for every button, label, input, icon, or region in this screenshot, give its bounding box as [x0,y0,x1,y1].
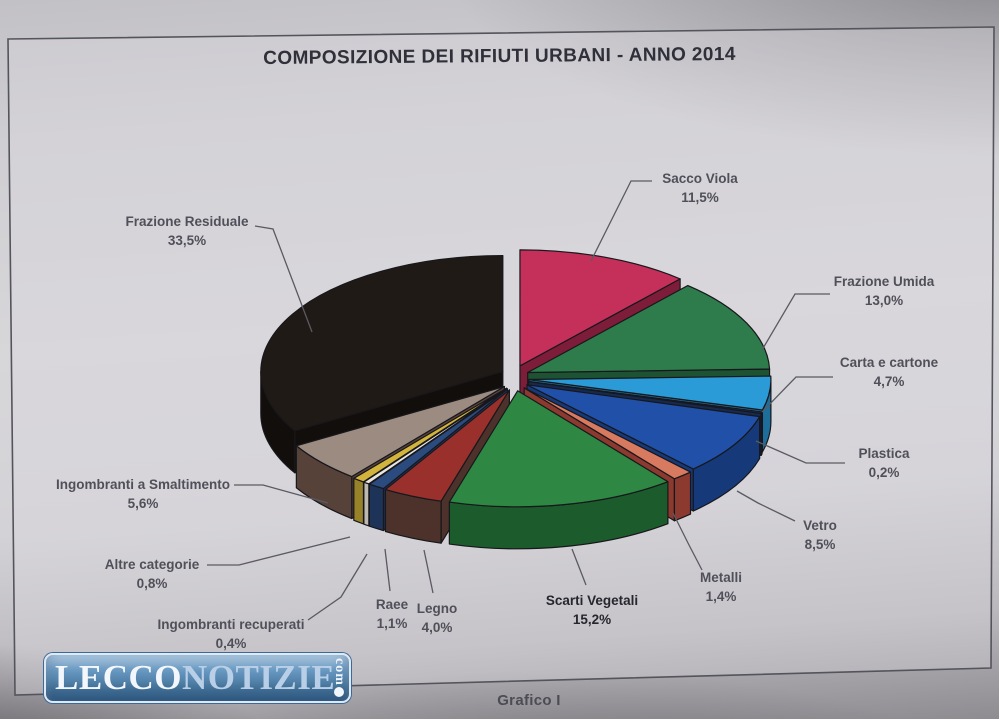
leader-line-ingombranti-recuperati [307,553,368,621]
watermark-com-label: com [332,658,347,686]
slice-label-name: Carta e cartone [839,355,939,370]
slice-label-value: 11,5% [681,190,719,205]
slice-label-value: 1,1% [376,616,408,631]
pie-slice-ingombranti-a-smaltimento [295,385,506,478]
slice-label-frazione-residuale: Frazione Residuale 33,5% [125,212,248,250]
pie-slice-frazione-residuale [260,254,504,432]
leader-line-plastica [755,440,845,464]
watermark-text: LECCONOTIZIE [55,656,335,700]
watermark-dot-icon [334,687,344,697]
leader-line-raee [384,548,391,592]
slice-label-name: Frazione Residuale [125,214,249,229]
slice-label-value: 4,7% [873,374,905,389]
slice-label-altre-categorie: Altre categorie 0,8% [105,555,200,593]
slice-label-value: 5,6% [127,496,159,511]
leader-line-metalli [672,512,703,571]
pie-slice-metalli [523,387,692,480]
slice-label-plastica: Plastica 0,2% [858,444,909,482]
leader-line-altre-categorie [207,536,351,566]
slice-label-name: Altre categorie [104,557,200,572]
slice-label-ingombranti-recuperati: Ingombranti recuperati 0,4% [157,615,304,653]
slice-label-name: Legno [416,601,458,616]
leader-line-sacco-viola [590,180,652,262]
pie-slice-vetro [526,384,761,470]
pie-slice-carta-e-cartone [528,375,772,411]
slice-label-frazione-umida: Frazione Umida 13,0% [834,272,935,310]
slice-label-name: Plastica [858,446,910,461]
leader-line-scarti-vegetali [571,548,587,586]
slice-label-scarti-vegetali: Scarti Vegetali 15,2% [546,591,638,629]
pie-slice-side-metalli [673,471,692,522]
slice-label-value: 0,4% [215,636,247,651]
leader-line-frazione-umida [761,293,830,351]
pie-slice-side-raee [368,483,385,532]
slice-label-name: Ingombranti recuperati [157,617,305,632]
leader-line-legno [423,549,434,594]
watermark-text-lecco: LECCO [55,658,182,697]
slice-label-sacco-viola: Sacco Viola 11,5% [662,169,738,207]
slice-label-vetro: Vetro 8,5% [803,516,837,554]
slice-label-name: Ingombranti a Smaltimento [55,477,231,492]
pie-slice-frazione-umida [527,284,771,374]
slice-label-name: Raee [375,597,409,612]
slice-label-value: 4,0% [421,620,453,635]
pie-slice-ingombranti-recuperati [363,387,508,485]
leader-line-carta-e-cartone [761,376,833,413]
pie-slice-scarti-vegetali [448,390,669,508]
pie-slice-side-altre-categorie [353,477,365,525]
slice-label-value: 13,0% [864,293,904,308]
slice-label-value: 15,2% [572,612,612,627]
watermark-badge: LECCONOTIZIE com [44,653,351,703]
slice-label-name: Metalli [699,570,743,585]
slice-label-value: 0,8% [136,576,168,591]
slice-label-name: Frazione Umida [833,274,935,289]
leader-line-vetro [736,490,796,522]
slice-label-value: 0,2% [868,465,900,480]
leader-line-frazione-residuale [254,225,313,333]
slice-label-raee: Raee 1,1% [376,595,408,633]
leader-line-ingombranti-a-smaltimento [234,484,329,504]
watermark-text-notizie: NOTIZIE [181,658,336,697]
slice-label-carta-e-cartone: Carta e cartone 4,7% [840,353,938,391]
slice-label-name: Scarti Vegetali [545,593,639,608]
slice-label-name: Sacco Viola [662,171,738,186]
slice-label-ingombranti-a-smaltimento: Ingombranti a Smaltimento 5,6% [56,475,230,513]
slice-label-value: 33,5% [167,233,207,248]
pie-slice-raee [368,388,509,490]
slice-label-legno: Legno 4,0% [417,599,458,637]
slice-label-name: Vetro [803,518,837,533]
pie-slice-side-ingombranti-recuperati [363,481,370,527]
chart-caption: Grafico I [497,692,561,709]
pie-slice-sacco-viola [519,249,681,367]
slice-label-metalli: Metalli 1,4% [700,568,742,606]
pie-slice-legno [384,389,510,502]
pie-slice-side-plastica [760,411,763,456]
slice-label-value: 1,4% [705,589,737,604]
slice-label-value: 8,5% [804,537,836,552]
